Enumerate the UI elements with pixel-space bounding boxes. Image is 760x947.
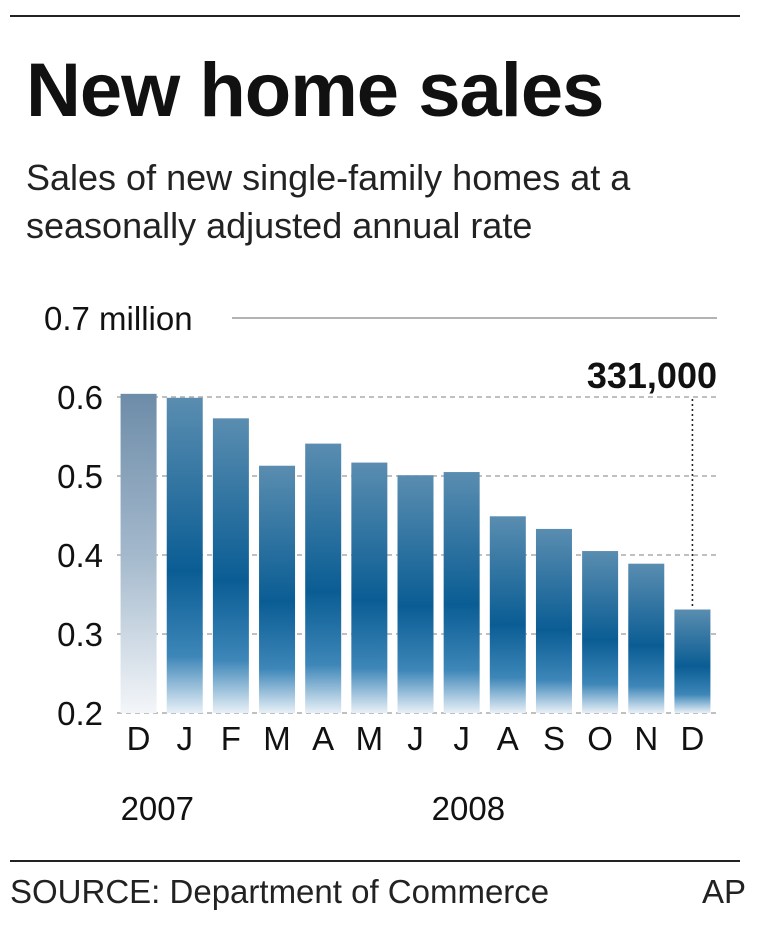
y-tick-label: 0.2 (57, 695, 103, 732)
year-label: 2007 (121, 790, 194, 827)
x-tick-label: N (634, 720, 658, 757)
bar (489, 516, 526, 713)
y-tick-label: 0.4 (57, 537, 103, 574)
chart-title: New home sales (26, 48, 604, 133)
bar (582, 551, 619, 713)
x-tick-label: M (356, 720, 384, 757)
x-tick-label: S (543, 720, 565, 757)
x-tick-label: J (453, 720, 470, 757)
bar (535, 528, 572, 713)
x-tick-label: D (127, 720, 151, 757)
bar (351, 462, 388, 713)
x-tick-label: J (407, 720, 424, 757)
year-labels: 2007 2008 (121, 790, 505, 827)
annotation-label: 331,000 (587, 355, 717, 396)
y-tick-label: 0.7 million (44, 300, 193, 337)
bar (674, 609, 711, 713)
year-label: 2008 (432, 790, 505, 827)
x-tick-label: A (312, 720, 334, 757)
x-tick-label: F (221, 720, 241, 757)
chart-subtitle: Sales of new single-family homes at a se… (26, 157, 631, 246)
x-tick-label: D (681, 720, 705, 757)
bar (443, 472, 480, 713)
y-tick-label: 0.5 (57, 458, 103, 495)
y-tick-label: 0.3 (57, 616, 103, 653)
x-tick-label: A (497, 720, 519, 757)
bar (120, 393, 157, 713)
x-tick-label: M (263, 720, 291, 757)
top-rule (10, 15, 740, 17)
y-tick-label: 0.6 (57, 379, 103, 416)
bars (120, 393, 711, 713)
bar (166, 397, 203, 713)
annotation: 331,000 (587, 355, 717, 608)
bar (305, 443, 342, 713)
x-tick-label: O (587, 720, 613, 757)
bar (397, 475, 434, 713)
bar (212, 418, 249, 713)
bottom-rule (10, 860, 740, 862)
credit-label: AP (701, 873, 746, 910)
x-tick-label: J (176, 720, 193, 757)
bar (259, 465, 296, 713)
y-tick-labels: 0.2 0.3 0.4 0.5 0.6 0.7 million (44, 300, 193, 732)
source-note: SOURCE: Department of Commerce (10, 873, 550, 910)
bar (628, 563, 665, 713)
